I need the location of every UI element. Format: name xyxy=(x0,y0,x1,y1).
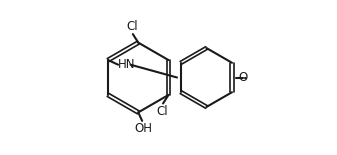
Text: O: O xyxy=(239,71,248,84)
Text: Cl: Cl xyxy=(126,20,138,33)
Text: Cl: Cl xyxy=(156,105,168,118)
Text: HN: HN xyxy=(118,58,135,71)
Text: OH: OH xyxy=(134,122,152,135)
